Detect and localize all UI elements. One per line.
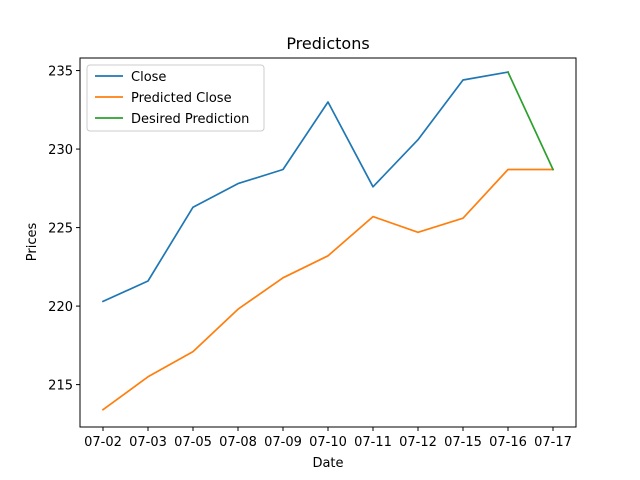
legend-label: Desired Prediction bbox=[131, 112, 249, 127]
plot-area bbox=[101, 70, 555, 411]
legend-box bbox=[86, 64, 265, 132]
y-tick-label: 235 bbox=[48, 65, 73, 80]
legend-label: Close bbox=[131, 70, 166, 85]
legend: Close Predicted Close Desired Prediction bbox=[86, 64, 265, 132]
y-tick-label: 215 bbox=[48, 379, 73, 394]
x-axis-label: Date bbox=[312, 456, 343, 471]
x-tick-label: 07-08 bbox=[219, 435, 257, 450]
series-line-desired-prediction bbox=[506, 70, 555, 171]
x-tick-label: 07-03 bbox=[129, 435, 167, 450]
y-axis: 215 220 225 230 235 bbox=[48, 65, 80, 394]
x-tick-label: 07-02 bbox=[84, 435, 122, 450]
y-tick-label: 225 bbox=[48, 222, 73, 237]
x-tick-label: 07-16 bbox=[489, 435, 527, 450]
x-tick-label: 07-05 bbox=[174, 435, 212, 450]
legend-label: Predicted Close bbox=[131, 91, 232, 106]
x-tick-label: 07-17 bbox=[534, 435, 572, 450]
x-tick-label: 07-12 bbox=[399, 435, 437, 450]
y-axis-label: Prices bbox=[25, 223, 40, 262]
series-line-predicted-close bbox=[101, 168, 554, 411]
y-tick-label: 230 bbox=[48, 143, 73, 158]
chart-title: Predictons bbox=[286, 34, 369, 53]
y-tick-label: 220 bbox=[48, 300, 73, 315]
x-tick-label: 07-11 bbox=[354, 435, 392, 450]
x-axis: 07-02 07-03 07-05 07-08 07-09 07-10 07-11 07-12… bbox=[84, 427, 572, 450]
series-line-close bbox=[101, 71, 509, 303]
x-tick-label: 07-15 bbox=[444, 435, 482, 450]
x-tick-label: 07-09 bbox=[264, 435, 302, 450]
x-tick-label: 07-10 bbox=[309, 435, 347, 450]
